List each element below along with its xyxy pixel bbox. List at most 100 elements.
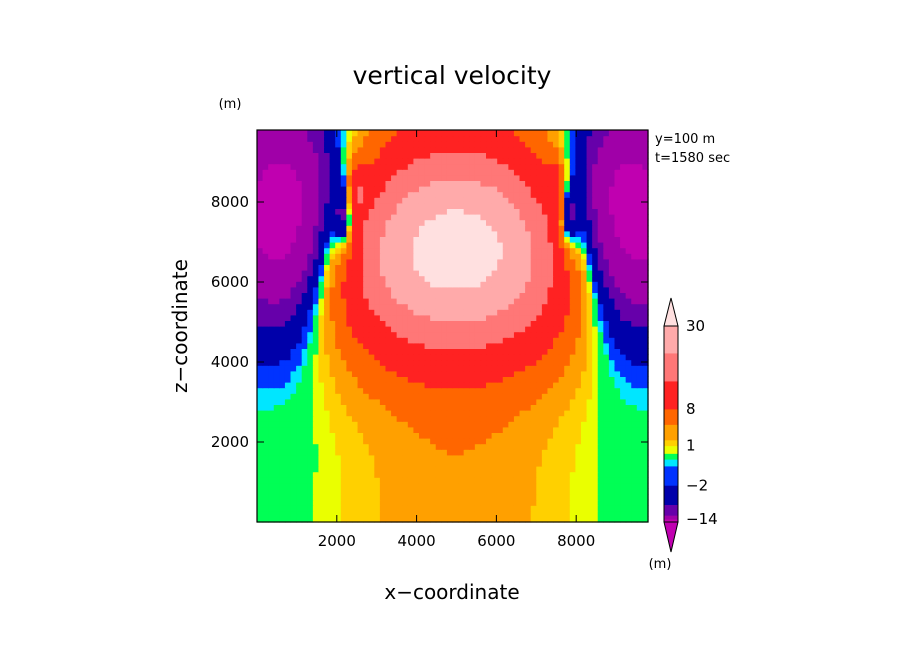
field-cell [631,359,638,366]
field-cell [402,510,409,517]
field-cell [340,186,347,193]
field-cell [536,449,543,456]
field-cell [379,253,387,260]
field-cell [569,421,576,428]
field-cell [340,286,347,293]
field-cell [279,242,286,249]
field-cell [541,197,549,204]
field-cell [318,421,325,428]
field-cell [636,326,644,333]
field-cell [452,421,459,428]
field-cell [513,331,521,338]
field-cell [642,197,649,204]
field-cell [541,387,549,394]
field-cell [636,387,644,394]
field-cell [335,365,342,372]
field-cell [435,494,442,501]
field-cell [301,505,308,512]
field-cell [262,314,269,321]
field-cell [257,460,264,467]
field-cell [273,191,280,198]
field-cell [430,460,437,467]
field-cell [335,298,342,305]
field-cell [586,337,593,344]
field-cell [340,331,347,338]
field-cell [257,398,264,405]
field-cell [407,292,414,299]
field-cell [580,247,588,254]
field-cell [558,219,565,226]
field-cell [558,135,565,142]
field-cell [603,202,610,209]
field-cell [335,432,342,439]
field-cell [318,146,325,153]
field-cell [625,438,632,445]
field-cell [586,499,593,506]
field-cell [564,477,571,484]
field-cell [569,236,576,243]
field-cell [608,359,616,366]
field-cell [446,398,454,405]
field-cell [469,494,476,501]
field-cell [580,398,588,405]
field-cell [257,510,264,517]
field-cell [564,141,571,148]
field-cell [351,152,359,159]
field-cell [553,286,560,293]
field-cell [608,146,616,153]
field-cell [290,471,297,478]
field-cell [346,152,353,159]
field-cell [346,236,353,243]
field-cell [631,236,638,243]
field-cell [497,443,504,450]
field-cell [446,309,454,316]
field-cell [379,337,387,344]
field-cell [592,326,599,333]
field-cell [452,359,459,366]
field-cell [301,214,308,221]
field-cell [575,438,582,445]
field-cell [474,359,482,366]
field-cell [469,477,476,484]
field-cell [268,152,275,159]
field-cell [424,415,431,422]
field-cell [458,505,465,512]
field-cell [385,510,392,517]
field-cell [508,230,515,237]
field-cell [441,454,448,461]
field-cell [586,449,593,456]
field-cell [351,186,359,193]
field-cell [586,286,593,293]
field-cell [603,281,610,288]
field-cell [513,242,521,249]
field-cell [290,387,297,394]
field-cell [268,488,275,495]
field-cell [374,130,381,137]
field-cell [262,197,269,204]
field-cell [631,180,638,187]
field-cell [413,505,420,512]
field-cell [379,309,387,316]
field-cell [318,393,325,400]
field-cell [418,186,426,193]
field-cell [318,135,325,142]
field-cell [418,286,426,293]
field-cell [525,286,532,293]
field-cell [368,303,375,310]
field-cell [268,393,275,400]
field-cell [301,488,308,495]
field-cell [357,370,364,377]
field-cell [324,337,331,344]
field-cell [519,214,526,221]
field-cell [519,298,526,305]
field-cell [558,466,565,473]
field-cell [318,309,325,316]
field-cell [396,354,403,361]
field-cell [402,202,409,209]
field-cell [474,449,482,456]
field-cell [486,505,493,512]
field-cell [284,258,292,265]
field-cell [273,270,280,277]
field-cell [486,331,493,338]
field-cell [312,370,320,377]
